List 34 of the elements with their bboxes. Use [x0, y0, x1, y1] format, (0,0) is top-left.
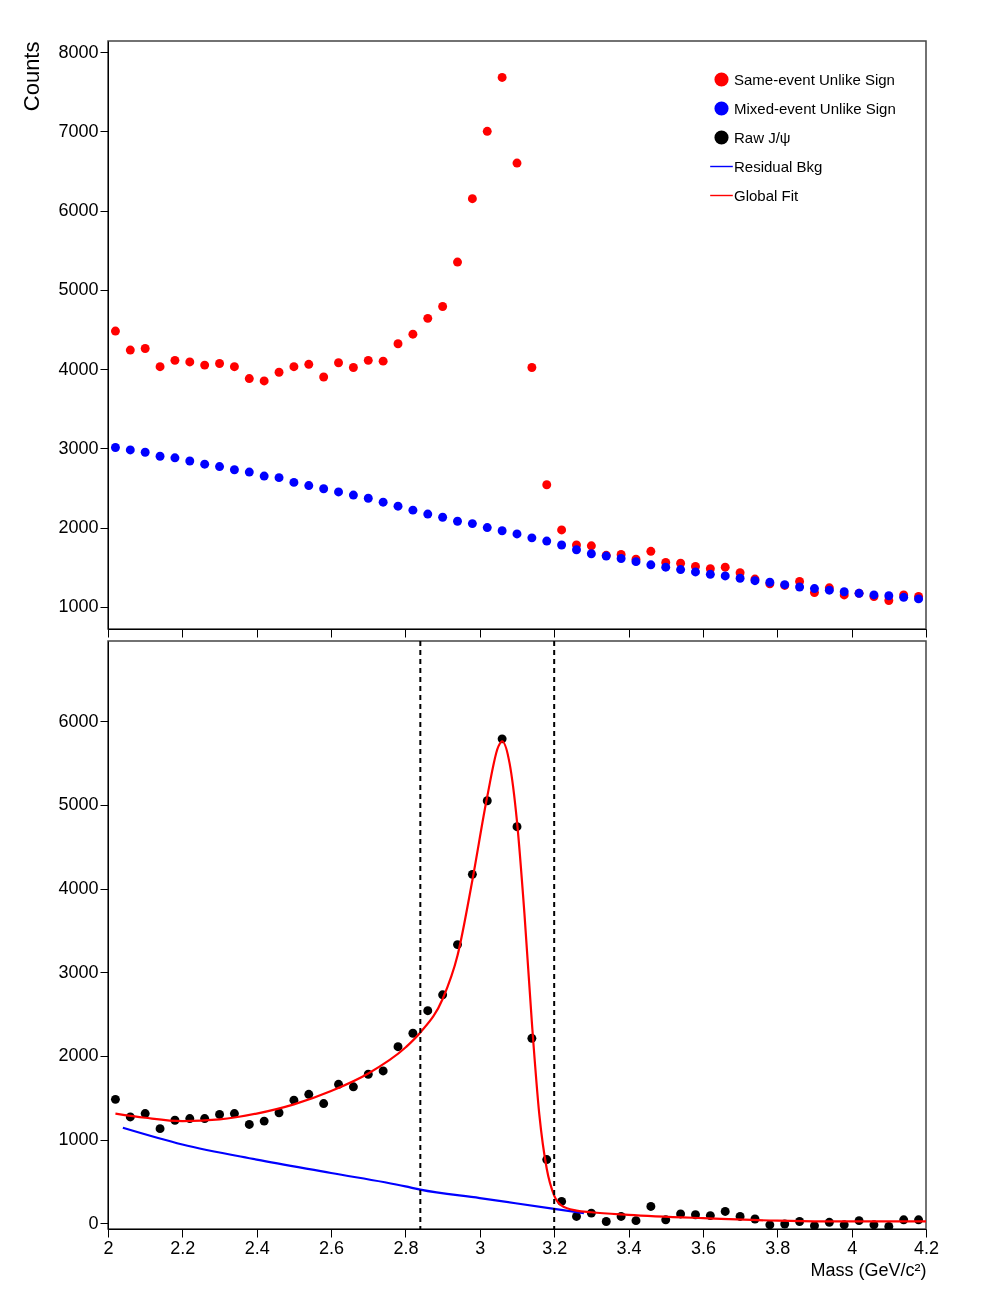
y-tick-label: 6000 — [58, 200, 99, 221]
y-tick-label: 5000 — [58, 794, 99, 815]
y-tick-label: 1000 — [58, 596, 99, 617]
y-tick-label: 6000 — [58, 710, 99, 731]
x-tick-label: 3.4 — [616, 1237, 642, 1258]
x-tick-label: 2.8 — [393, 1237, 419, 1258]
x-tick-label: 3.6 — [690, 1237, 716, 1258]
y-tick-label: 4000 — [58, 358, 99, 379]
y-tick-label: 5000 — [58, 279, 99, 300]
y-tick-label: 2000 — [58, 1045, 99, 1066]
legend-label: Residual Bkg — [734, 157, 823, 175]
y-tick-label: 3000 — [58, 437, 99, 458]
x-axis-title: Mass (GeV/c²) — [810, 1259, 927, 1280]
y-axis-title: Counts — [19, 41, 45, 112]
x-tick-label: 3.8 — [765, 1237, 791, 1258]
legend-label: Mixed-event Unlike Sign — [734, 99, 896, 117]
x-tick-label: 4.2 — [913, 1237, 940, 1258]
x-tick-label: 2.4 — [244, 1237, 270, 1258]
legend-label: Same-event Unlike Sign — [734, 70, 895, 88]
x-tick-label: 4 — [847, 1237, 858, 1258]
x-tick-label: 2.6 — [319, 1237, 345, 1258]
x-tick-label: 2.2 — [170, 1237, 196, 1258]
x-tick-label: 3 — [475, 1237, 486, 1258]
x-tick-label: 2 — [103, 1237, 114, 1258]
legend-label: Raw J/ψ — [734, 128, 791, 146]
y-tick-label: 8000 — [58, 41, 99, 62]
x-tick-label: 3.2 — [542, 1237, 568, 1258]
y-tick-label: 0 — [88, 1212, 99, 1233]
y-tick-label: 7000 — [58, 120, 99, 141]
y-tick-label: 1000 — [58, 1129, 99, 1149]
y-tick-label: 2000 — [58, 517, 99, 538]
legend-label: Global Fit — [734, 186, 800, 204]
y-tick-label: 3000 — [58, 961, 99, 982]
y-tick-label: 4000 — [58, 878, 99, 899]
